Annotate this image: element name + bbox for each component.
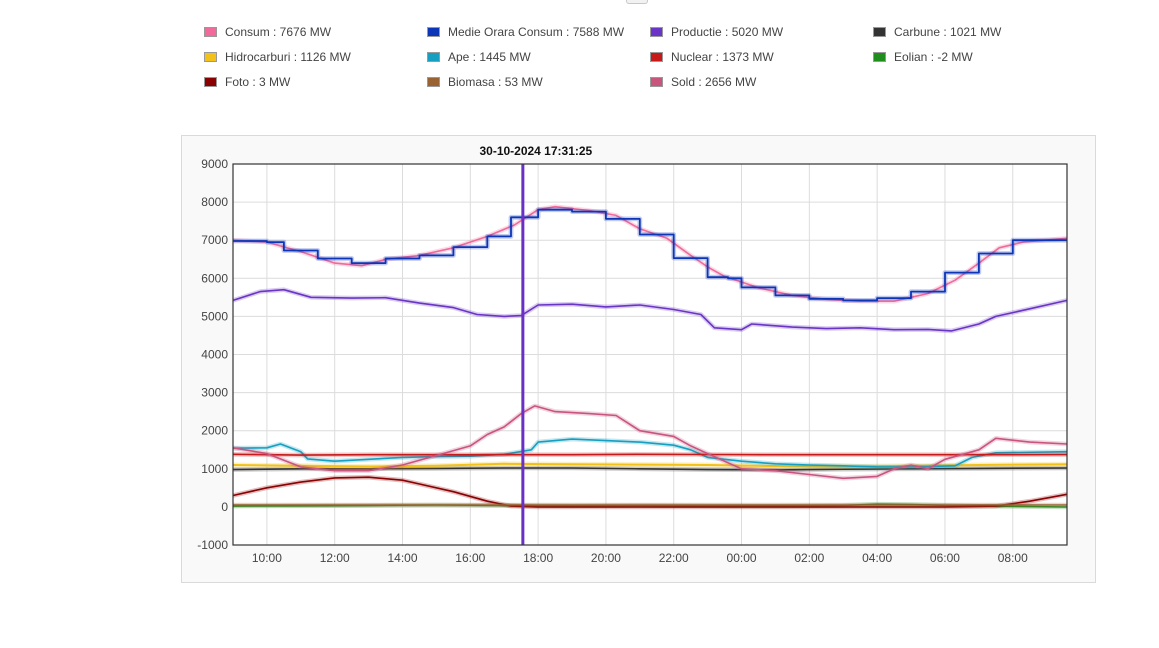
- legend-swatch: [427, 77, 440, 87]
- legend-item-10[interactable]: Sold : 2656 MW: [650, 74, 756, 90]
- legend-swatch: [204, 27, 217, 37]
- legend-swatch: [204, 77, 217, 87]
- y-tick-label: 7000: [201, 233, 228, 247]
- legend-item-7[interactable]: Eolian : -2 MW: [873, 49, 973, 65]
- x-tick-label: 06:00: [930, 551, 960, 565]
- legend-label: Carbune : 1021 MW: [894, 25, 1002, 39]
- y-tick-label: 0: [221, 500, 228, 514]
- line-chart[interactable]: 9000 8000 7000 6000 5000 4000 3000 2000 1000 0 -10…: [182, 136, 1095, 582]
- legend: Consum : 7676 MW Medie Orara Consum : 758…: [0, 0, 1159, 100]
- legend-swatch: [427, 27, 440, 37]
- legend-swatch: [204, 52, 217, 62]
- x-tick-label: 10:00: [252, 551, 282, 565]
- y-tick-label: -1000: [197, 538, 228, 552]
- legend-label: Productie : 5020 MW: [671, 25, 784, 39]
- series-line-5[interactable]: [232, 438, 1068, 468]
- legend-label: Sold : 2656 MW: [671, 75, 757, 89]
- legend-label: Medie Orara Consum : 7588 MW: [448, 25, 625, 39]
- legend-label: Biomasa : 53 MW: [448, 75, 543, 89]
- legend-swatch: [650, 27, 663, 37]
- y-tick-label: 5000: [201, 309, 228, 323]
- x-tick-label: 02:00: [794, 551, 824, 565]
- x-tick-label: 20:00: [591, 551, 621, 565]
- x-tick-label: 18:00: [523, 551, 553, 565]
- plot-frame: [232, 163, 1068, 546]
- legend-label: Nuclear : 1373 MW: [671, 50, 774, 64]
- legend-item-6[interactable]: Nuclear : 1373 MW: [650, 49, 774, 65]
- cursor-timestamp: 30-10-2024 17:31:25: [479, 144, 592, 158]
- legend-item-2[interactable]: Productie : 5020 MW: [650, 24, 783, 40]
- y-tick-label: 1000: [201, 462, 228, 476]
- y-tick-label: 4000: [201, 348, 228, 362]
- legend-swatch: [427, 52, 440, 62]
- y-tick-label: 3000: [201, 386, 228, 400]
- series-line-1[interactable]: [233, 208, 1067, 302]
- series-line-10[interactable]: [232, 405, 1068, 480]
- x-tick-label: 16:00: [455, 551, 485, 565]
- legend-label: Eolian : -2 MW: [894, 50, 973, 64]
- legend-item-3[interactable]: Carbune : 1021 MW: [873, 24, 1001, 40]
- x-tick-label: 22:00: [659, 551, 689, 565]
- x-tick-label: 00:00: [727, 551, 757, 565]
- x-tick-label: 12:00: [320, 551, 350, 565]
- legend-item-4[interactable]: Hidrocarburi : 1126 MW: [204, 49, 351, 65]
- legend-item-1[interactable]: Medie Orara Consum : 7588 MW: [427, 24, 624, 40]
- series-line-3[interactable]: [232, 467, 1068, 471]
- legend-item-0[interactable]: Consum : 7676 MW: [204, 24, 331, 40]
- y-tick-label: 8000: [201, 195, 228, 209]
- legend-label: Consum : 7676 MW: [225, 25, 332, 39]
- legend-swatch: [650, 77, 663, 87]
- legend-label: Hidrocarburi : 1126 MW: [225, 50, 351, 64]
- y-tick-label: 9000: [201, 157, 228, 171]
- y-tick-label: 2000: [201, 424, 228, 438]
- legend-item-8[interactable]: Foto : 3 MW: [204, 74, 290, 90]
- legend-label: Ape : 1445 MW: [448, 50, 531, 64]
- x-tick-label: 14:00: [387, 551, 417, 565]
- chart-panel: 9000 8000 7000 6000 5000 4000 3000 2000 1000 0 -10…: [181, 135, 1096, 583]
- x-tick-label: 04:00: [862, 551, 892, 565]
- series-line-6[interactable]: [232, 453, 1068, 456]
- legend-item-5[interactable]: Ape : 1445 MW: [427, 49, 531, 65]
- legend-item-9[interactable]: Biomasa : 53 MW: [427, 74, 543, 90]
- collapse-handle[interactable]: [626, 0, 648, 4]
- legend-swatch: [873, 52, 886, 62]
- series-line-2[interactable]: [232, 288, 1068, 332]
- x-tick-label: 08:00: [998, 551, 1028, 565]
- legend-swatch: [650, 52, 663, 62]
- y-tick-label: 6000: [201, 271, 228, 285]
- legend-swatch: [873, 27, 886, 37]
- series-line-8[interactable]: [232, 476, 1068, 508]
- legend-label: Foto : 3 MW: [225, 75, 291, 89]
